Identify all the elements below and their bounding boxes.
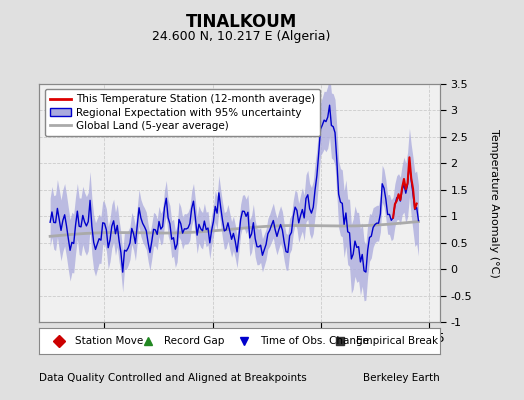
Text: Record Gap: Record Gap bbox=[163, 336, 224, 346]
Y-axis label: Temperature Anomaly (°C): Temperature Anomaly (°C) bbox=[489, 129, 499, 277]
Text: Data Quality Controlled and Aligned at Breakpoints: Data Quality Controlled and Aligned at B… bbox=[39, 373, 307, 383]
Text: Station Move: Station Move bbox=[75, 336, 144, 346]
Text: Empirical Break: Empirical Break bbox=[356, 336, 438, 346]
Text: 24.600 N, 10.217 E (Algeria): 24.600 N, 10.217 E (Algeria) bbox=[152, 30, 330, 43]
Text: Berkeley Earth: Berkeley Earth bbox=[364, 373, 440, 383]
Text: Time of Obs. Change: Time of Obs. Change bbox=[260, 336, 369, 346]
Text: TINALKOUM: TINALKOUM bbox=[185, 13, 297, 31]
Legend: This Temperature Station (12-month average), Regional Expectation with 95% uncer: This Temperature Station (12-month avera… bbox=[45, 89, 320, 136]
